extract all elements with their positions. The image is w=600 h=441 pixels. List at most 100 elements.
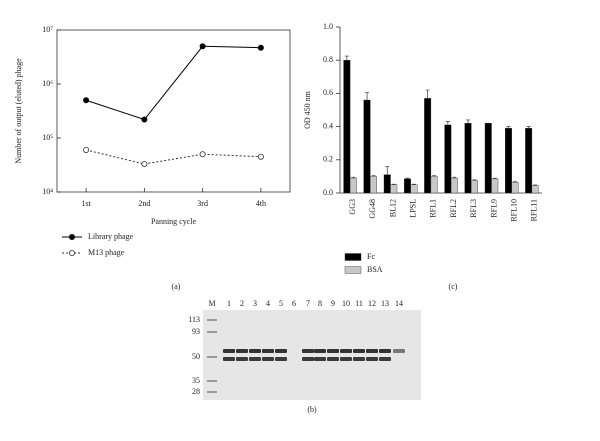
x-tick-label: RFL9 [489,199,498,218]
x-tick-label: RFL10 [510,199,519,222]
band [340,349,352,353]
legend-label: Library phage [88,232,134,241]
marker-size: 35 [192,376,200,385]
band [262,349,274,353]
bar [363,99,371,194]
bar [410,184,418,194]
band [327,349,339,353]
ladder-band [207,380,217,382]
plot-frame [56,29,291,193]
error-bar [452,176,457,179]
bar [531,185,539,194]
lane-label: 10 [342,299,350,308]
x-tick-label: GG48 [368,199,377,219]
y-tick-label: 0.4 [323,121,333,130]
y-tick-label: 10⁴ [42,187,53,196]
band [236,357,248,361]
band [353,357,365,361]
y-tick-label: 10⁶ [42,79,53,88]
marker [257,44,264,51]
lane-label: 1 [227,299,231,308]
series-line [85,45,261,121]
y-tick-label: 0.2 [323,155,333,164]
band [379,349,391,353]
ladder-band [207,319,217,321]
y-axis-label: Number of output (eluted) phage [14,58,23,164]
marker [83,146,90,153]
marker [199,151,206,158]
x-tick-label: GG3 [348,199,357,215]
x-tick-label: 4th [256,199,266,208]
error-bar [492,177,497,179]
bar [471,180,478,194]
bar [491,178,499,194]
error-bar [425,89,430,99]
bar [370,176,377,194]
lane-label: 3 [253,299,257,308]
lane-label: M [208,299,215,308]
panel-label: (c) [449,282,458,291]
error-bar [526,126,531,129]
lane-label: 2 [240,299,244,308]
legend-label: Fc [367,252,375,261]
lane-label: 5 [279,299,283,308]
band [302,349,314,353]
y-tick-label: 10⁷ [42,25,53,34]
bar [430,176,438,194]
legend-marker [69,249,76,256]
series-line [86,149,261,165]
legend-label: BSA [367,265,383,274]
bar [404,178,411,194]
marker [141,116,148,123]
bar [511,182,519,194]
x-tick-label: 3rd [197,199,208,208]
gel-background [203,310,421,400]
band [275,357,287,361]
panel-label: (a) [172,282,181,291]
marker [199,43,206,50]
x-tick-label: RFL11 [530,199,539,221]
x-tick-label: RFL1 [429,199,438,218]
legend-marker [69,233,76,240]
band [249,349,261,353]
marker [83,97,90,104]
lane-label: 7 [306,299,310,308]
x-tick-label: RFL3 [469,199,478,218]
y-tick-label: 0.6 [323,88,333,97]
lane-label: 4 [266,299,270,308]
lane-label: 6 [292,299,296,308]
error-bar [466,119,471,124]
y-tick-label: 0.0 [323,188,333,197]
legend-label: M13 phage [88,248,125,257]
error-bar [445,121,450,125]
band [393,349,405,353]
marker-size: 28 [192,387,200,396]
band [366,357,378,361]
error-bar [365,92,370,101]
x-axis-label: Panning cycle [151,217,197,226]
marker-size: 113 [188,315,200,324]
y-axis-label: OD 450 nm [303,90,312,129]
bar [349,177,357,194]
error-bar [385,166,390,175]
error-bar [432,175,437,177]
x-tick-label: 1st [81,199,91,208]
error-bar [351,176,356,179]
bar [505,128,512,194]
band [379,357,391,361]
x-tick-label: RFL2 [449,199,458,218]
bar [444,124,452,194]
bar [390,184,398,194]
error-bar [512,181,517,183]
y-tick-label: 0.8 [323,55,333,64]
y-tick-label: 1.0 [323,22,333,31]
bar [424,98,432,194]
bar [383,174,391,194]
band [249,357,261,361]
lane-label: 13 [381,299,389,308]
panel-label: (b) [307,405,317,414]
error-bar [506,126,511,129]
x-tick-label: BL12 [388,199,397,217]
